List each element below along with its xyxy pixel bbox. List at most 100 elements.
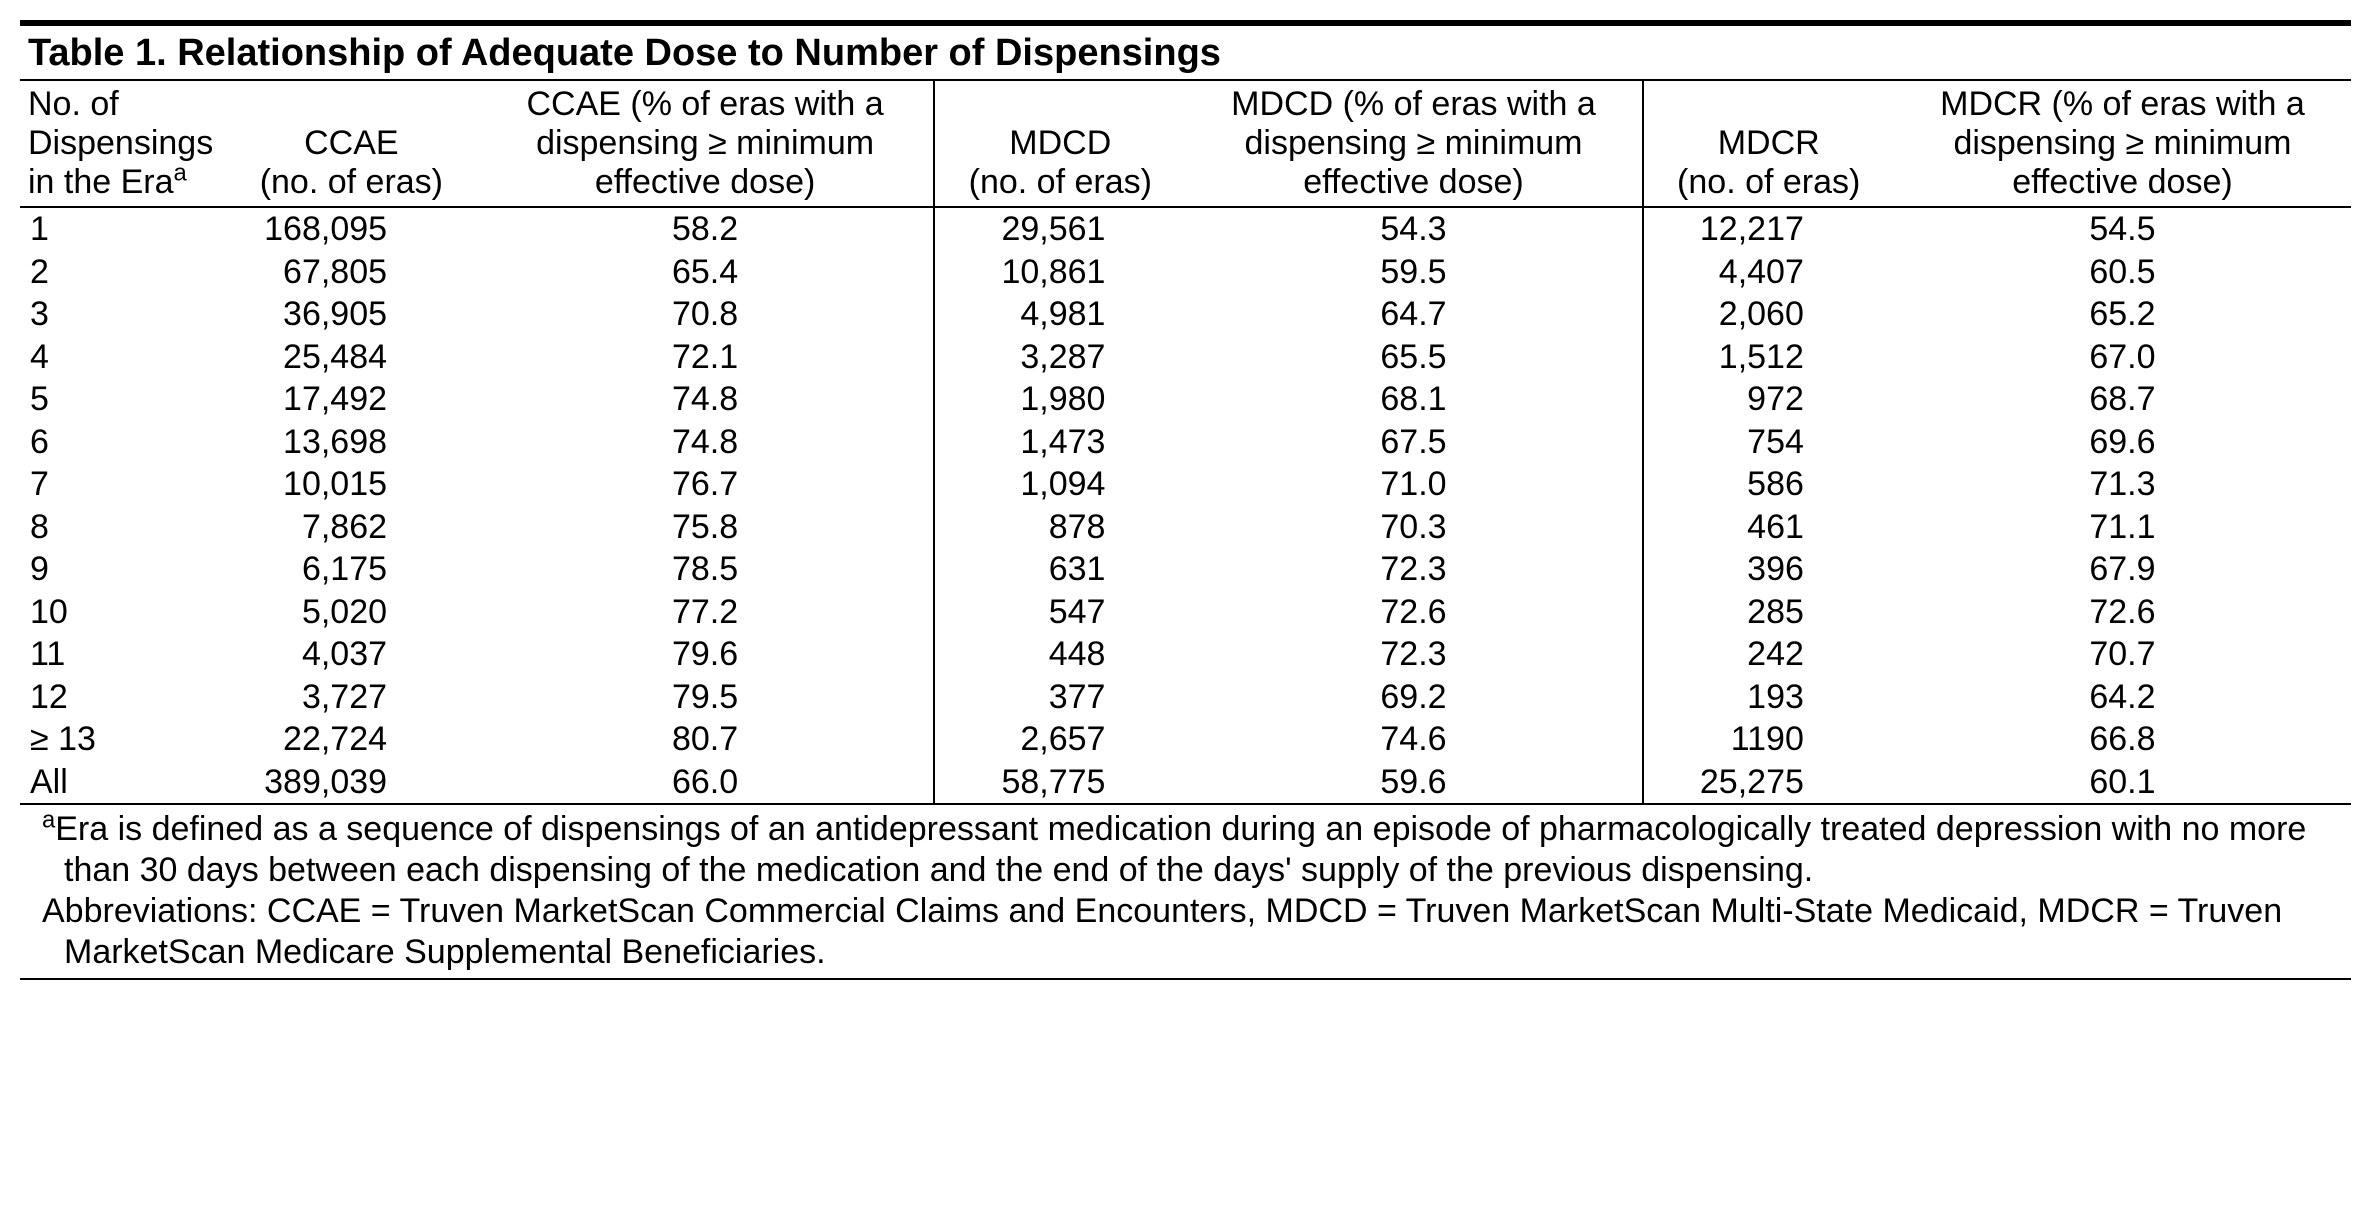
cell-mdcd_n: 29,561	[934, 207, 1185, 251]
cell-ccae_pct: 80.7	[477, 718, 934, 761]
cell-label: 6	[20, 421, 226, 464]
cell-mdcr_pct: 70.7	[1894, 633, 2351, 676]
cell-ccae_n: 6,175	[226, 548, 477, 591]
cell-ccae_n: 3,727	[226, 676, 477, 719]
cell-ccae_pct: 66.0	[477, 761, 934, 805]
cell-mdcr_n: 2,060	[1643, 293, 1894, 336]
cell-mdcd_pct: 72.3	[1185, 548, 1642, 591]
cell-label: 10	[20, 591, 226, 634]
table-row: 425,48472.13,28765.51,51267.0	[20, 336, 2351, 379]
cell-ccae_n: 13,698	[226, 421, 477, 464]
cell-ccae_pct: 76.7	[477, 463, 934, 506]
cell-ccae_n: 25,484	[226, 336, 477, 379]
cell-ccae_pct: 75.8	[477, 506, 934, 549]
col-header-ccae_pct: CCAE (% of eras with adispensing ≥ minim…	[477, 81, 934, 207]
cell-ccae_n: 36,905	[226, 293, 477, 336]
table-body: 1168,09558.229,56154.312,21754.5267,8056…	[20, 207, 2351, 804]
table-row: 336,90570.84,98164.72,06065.2	[20, 293, 2351, 336]
cell-label: ≥ 13	[20, 718, 226, 761]
cell-mdcd_n: 2,657	[934, 718, 1185, 761]
cell-ccae_pct: 78.5	[477, 548, 934, 591]
col-header-mdcd_n: MDCD(no. of eras)	[934, 81, 1185, 207]
cell-mdcd_n: 547	[934, 591, 1185, 634]
cell-mdcr_n: 972	[1643, 378, 1894, 421]
table-head: No. ofDispensingsin the EraaCCAE(no. of …	[20, 81, 2351, 207]
table-row: 613,69874.81,47367.575469.6	[20, 421, 2351, 464]
cell-mdcd_pct: 71.0	[1185, 463, 1642, 506]
cell-ccae_pct: 77.2	[477, 591, 934, 634]
cell-ccae_n: 4,037	[226, 633, 477, 676]
cell-label: 3	[20, 293, 226, 336]
col-header-mdcr_n: MDCR(no. of eras)	[1643, 81, 1894, 207]
table-row: 123,72779.537769.219364.2	[20, 676, 2351, 719]
header-row: No. ofDispensingsin the EraaCCAE(no. of …	[20, 81, 2351, 207]
cell-mdcd_pct: 59.5	[1185, 251, 1642, 294]
cell-mdcr_n: 25,275	[1643, 761, 1894, 805]
cell-mdcd_pct: 72.3	[1185, 633, 1642, 676]
cell-label: 5	[20, 378, 226, 421]
cell-mdcr_n: 754	[1643, 421, 1894, 464]
cell-mdcd_pct: 64.7	[1185, 293, 1642, 336]
table-row: 105,02077.254772.628572.6	[20, 591, 2351, 634]
cell-ccae_pct: 58.2	[477, 207, 934, 251]
cell-ccae_n: 5,020	[226, 591, 477, 634]
cell-mdcd_n: 631	[934, 548, 1185, 591]
table-footnotes: aEra is defined as a sequence of dispens…	[20, 805, 2351, 980]
cell-mdcr_pct: 67.9	[1894, 548, 2351, 591]
cell-ccae_n: 168,095	[226, 207, 477, 251]
table-row: 267,80565.410,86159.54,40760.5	[20, 251, 2351, 294]
cell-mdcr_n: 12,217	[1643, 207, 1894, 251]
cell-label: 2	[20, 251, 226, 294]
cell-ccae_n: 389,039	[226, 761, 477, 805]
cell-mdcd_pct: 65.5	[1185, 336, 1642, 379]
cell-mdcr_n: 285	[1643, 591, 1894, 634]
cell-ccae_pct: 65.4	[477, 251, 934, 294]
cell-mdcd_n: 4,981	[934, 293, 1185, 336]
cell-label: 7	[20, 463, 226, 506]
col-header-ccae_n: CCAE(no. of eras)	[226, 81, 477, 207]
cell-mdcr_pct: 72.6	[1894, 591, 2351, 634]
cell-mdcr_n: 586	[1643, 463, 1894, 506]
cell-mdcd_n: 3,287	[934, 336, 1185, 379]
table-container: Table 1. Relationship of Adequate Dose t…	[20, 20, 2351, 980]
cell-mdcr_pct: 71.1	[1894, 506, 2351, 549]
cell-mdcd_n: 1,473	[934, 421, 1185, 464]
cell-label: 8	[20, 506, 226, 549]
cell-mdcd_n: 10,861	[934, 251, 1185, 294]
cell-mdcd_pct: 70.3	[1185, 506, 1642, 549]
cell-label: 9	[20, 548, 226, 591]
cell-mdcr_pct: 68.7	[1894, 378, 2351, 421]
table-row: 710,01576.71,09471.058671.3	[20, 463, 2351, 506]
cell-ccae_pct: 74.8	[477, 421, 934, 464]
col-header-mdcd_pct: MDCD (% of eras with adispensing ≥ minim…	[1185, 81, 1642, 207]
col-header-mdcr_pct: MDCR (% of eras with adispensing ≥ minim…	[1894, 81, 2351, 207]
cell-ccae_n: 17,492	[226, 378, 477, 421]
data-table: No. ofDispensingsin the EraaCCAE(no. of …	[20, 81, 2351, 805]
col-header-label: No. ofDispensingsin the Eraa	[20, 81, 226, 207]
table-title: Table 1. Relationship of Adequate Dose t…	[20, 20, 2351, 81]
cell-mdcr_pct: 60.5	[1894, 251, 2351, 294]
cell-mdcd_pct: 67.5	[1185, 421, 1642, 464]
cell-mdcd_pct: 69.2	[1185, 676, 1642, 719]
cell-mdcd_n: 1,980	[934, 378, 1185, 421]
cell-label: All	[20, 761, 226, 805]
cell-mdcr_pct: 69.6	[1894, 421, 2351, 464]
cell-mdcr_pct: 60.1	[1894, 761, 2351, 805]
cell-label: 4	[20, 336, 226, 379]
cell-mdcr_pct: 71.3	[1894, 463, 2351, 506]
cell-mdcr_n: 396	[1643, 548, 1894, 591]
cell-mdcd_n: 878	[934, 506, 1185, 549]
table-row: 1168,09558.229,56154.312,21754.5	[20, 207, 2351, 251]
table-row: 87,86275.887870.346171.1	[20, 506, 2351, 549]
cell-mdcd_n: 448	[934, 633, 1185, 676]
cell-mdcd_n: 58,775	[934, 761, 1185, 805]
cell-mdcr_n: 4,407	[1643, 251, 1894, 294]
cell-label: 1	[20, 207, 226, 251]
table-row: 96,17578.563172.339667.9	[20, 548, 2351, 591]
cell-mdcd_pct: 68.1	[1185, 378, 1642, 421]
cell-ccae_n: 22,724	[226, 718, 477, 761]
cell-mdcr_n: 1,512	[1643, 336, 1894, 379]
cell-mdcr_pct: 64.2	[1894, 676, 2351, 719]
cell-label: 11	[20, 633, 226, 676]
table-row: All389,03966.058,77559.625,27560.1	[20, 761, 2351, 805]
